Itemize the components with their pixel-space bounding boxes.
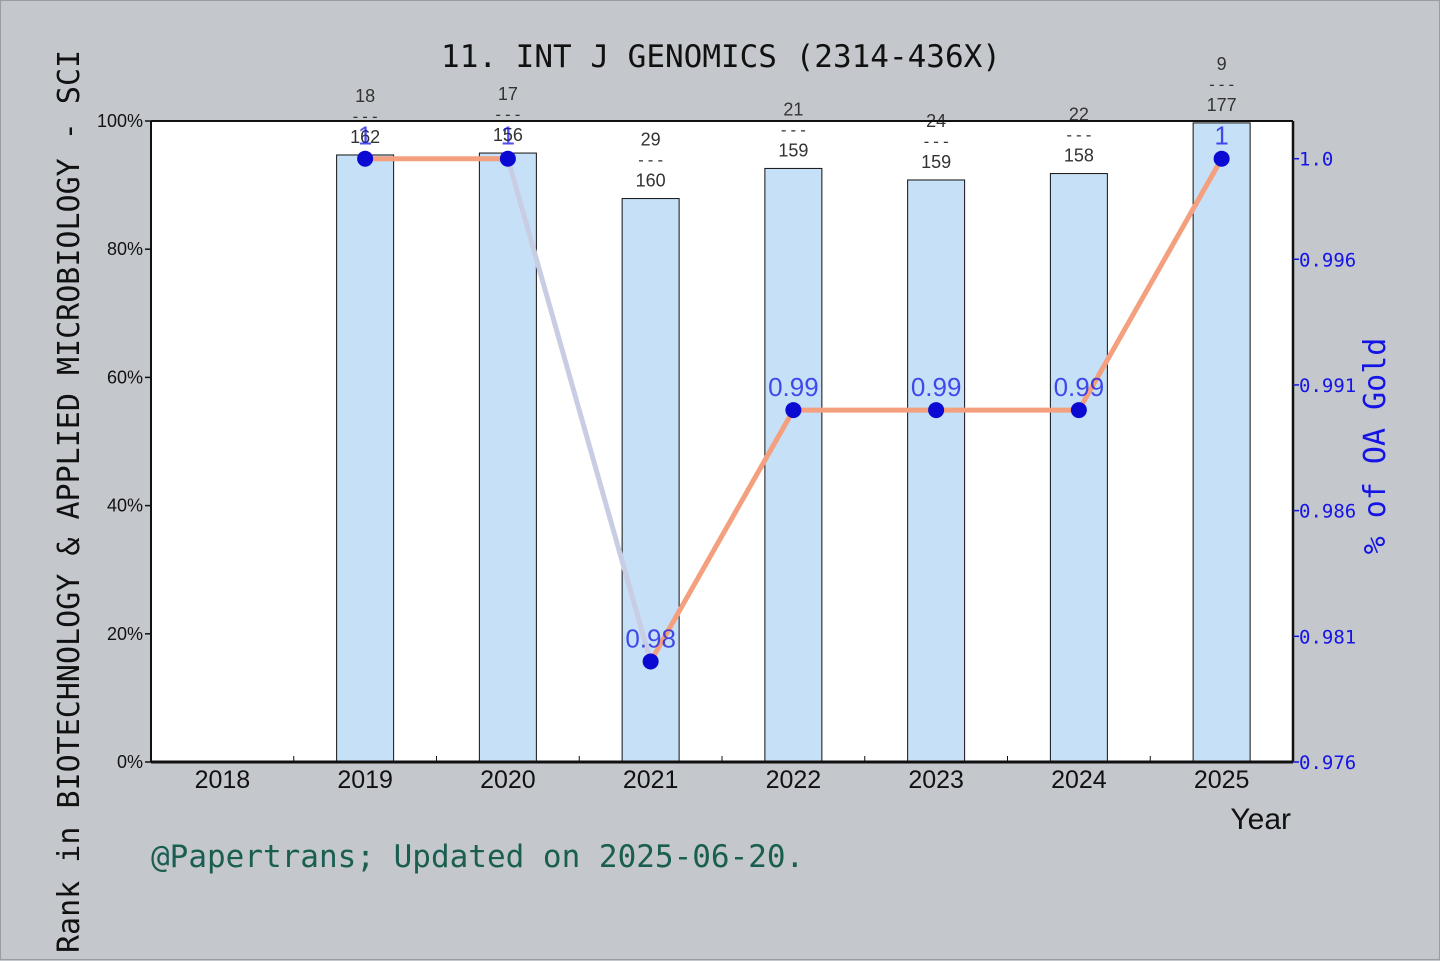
bar-total-label: 158: [1064, 146, 1094, 166]
line-point-2025: [1213, 150, 1230, 167]
bar-total-label: 159: [921, 152, 951, 172]
line-series: 1 1 0.98 0.99 0.99 0.99 1: [357, 121, 1230, 670]
y2-tick-label: 1.0: [1299, 149, 1333, 171]
bar-2025: [1192, 122, 1251, 763]
y-tick-label: 60%: [107, 367, 143, 387]
line-point-2024: [1070, 402, 1087, 419]
line-point-label: 0.98: [625, 623, 676, 653]
line-point-label: 0.99: [911, 372, 962, 402]
bar-rank-divider: ---: [779, 120, 808, 139]
line-segment: [505, 156, 654, 664]
chart-title: 11. INT J GENOMICS (2314-436X): [441, 39, 1001, 75]
y-tick-label: 40%: [107, 496, 143, 516]
bar-rank-divider: ---: [636, 151, 665, 170]
bar-2024: [1049, 173, 1108, 763]
bar-2022: [764, 167, 823, 763]
x-tick-label: 2018: [195, 766, 251, 794]
line-point-label: 1: [358, 121, 372, 151]
y2-tick-label: 0.976: [1299, 752, 1356, 774]
bar-total-label: 177: [1207, 95, 1237, 115]
line-point-2022: [785, 402, 802, 419]
bar-total-label: 160: [636, 171, 666, 191]
bar-total-label: 159: [778, 140, 808, 160]
y-tick-label: 100%: [97, 111, 143, 131]
bar-rank-divider: ---: [1207, 75, 1236, 94]
line-segment: [648, 407, 796, 664]
y-axis-label: Rank in BIOTECHNOLOGY & APPLIED MICROBIO…: [52, 50, 87, 953]
x-tick-label: 2020: [480, 766, 536, 794]
x-tick-label: 2023: [908, 766, 964, 794]
bar-rank-divider: ---: [1064, 126, 1093, 145]
x-tick-label: 2025: [1194, 766, 1250, 794]
y2-tick-label: 0.986: [1299, 501, 1356, 523]
y-tick-label: 20%: [107, 624, 143, 644]
x-tick-label: 2021: [623, 766, 679, 794]
line-point-label: 1: [1214, 121, 1228, 151]
line-segment: [1076, 156, 1225, 413]
line-point-2023: [928, 402, 945, 419]
x-tick-label: 2019: [337, 766, 393, 794]
bar-2020: [478, 152, 537, 763]
line-point-2019: [357, 150, 374, 167]
x-tick-label: 2024: [1051, 766, 1107, 794]
y-tick-label: 80%: [107, 239, 143, 259]
bar-series: [336, 122, 1251, 763]
line-point-label: 1: [501, 121, 515, 151]
bar-rank-divider: ---: [922, 132, 951, 151]
y-tick-label: 0%: [117, 752, 143, 772]
bar-rank-label: 29: [641, 130, 661, 150]
bar-rank-label: 9: [1217, 54, 1227, 74]
x-axis-label: Year: [1230, 803, 1291, 836]
bar-2021: [621, 198, 680, 763]
bar-rank-divider: ---: [493, 105, 522, 124]
x-tick-label: 2022: [766, 766, 822, 794]
plot-area: [151, 121, 1293, 762]
bar-rank-label: 21: [783, 99, 803, 119]
bar-total-label: 162: [350, 127, 380, 147]
bar-rank-label: 22: [1069, 105, 1089, 125]
line-point-2021: [642, 653, 659, 670]
line-point-label: 0.99: [768, 372, 819, 402]
axes: 0%20%40%60%80%100%0.9760.9810.9860.9910.…: [97, 111, 1356, 794]
footer-note: @Papertrans; Updated on 2025-06-20.: [151, 839, 804, 875]
line-point-label: 0.99: [1054, 372, 1105, 402]
line-point-2020: [499, 150, 516, 167]
bar-total-label: 156: [493, 125, 523, 145]
y2-tick-label: 0.981: [1299, 626, 1356, 648]
y2-tick-label: 0.991: [1299, 375, 1356, 397]
bar-2023: [907, 179, 966, 763]
y2-axis-label: % of OA Gold: [1358, 338, 1393, 555]
bar-rank-label: 18: [355, 86, 375, 106]
y2-tick-label: 0.996: [1299, 249, 1356, 271]
bar-2019: [336, 154, 395, 763]
bar-rank-label: 17: [498, 84, 518, 104]
